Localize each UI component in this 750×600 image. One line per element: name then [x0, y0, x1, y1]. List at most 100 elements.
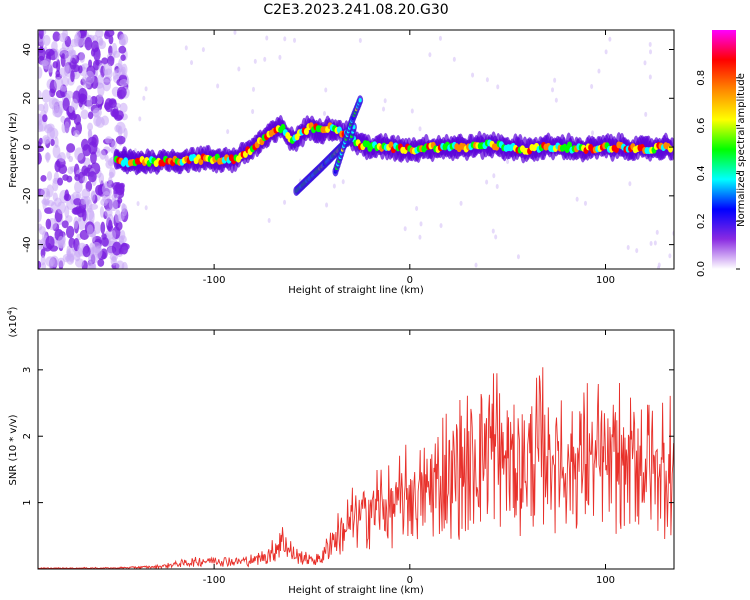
noise-blob — [648, 74, 652, 80]
noise-blob — [418, 234, 422, 240]
noise-blob — [604, 49, 608, 55]
noise-blob — [115, 260, 125, 269]
spectrogram-blobs — [38, 30, 674, 269]
noise-blob — [84, 37, 93, 51]
noise-blob — [419, 221, 423, 227]
noise-blob — [50, 138, 55, 147]
colorbar-gradient — [712, 30, 736, 269]
svg-text:(x104): (x104) — [6, 306, 19, 337]
noise-blob — [263, 56, 267, 62]
noise-blob — [46, 171, 53, 181]
snr-x-ticks: -100 0 100 — [203, 330, 615, 586]
noise-blob — [59, 47, 68, 56]
noise-blob — [655, 229, 659, 235]
noise-blob — [56, 201, 66, 215]
noise-blob — [216, 83, 220, 89]
y-tick-label: 20 — [22, 92, 33, 105]
noise-blob — [61, 220, 69, 229]
noise-blob — [107, 55, 115, 67]
snr-marks — [38, 367, 674, 569]
noise-blob — [38, 223, 43, 231]
noise-blob — [40, 187, 51, 198]
noise-blob — [88, 252, 96, 264]
noise-blob — [657, 262, 661, 268]
noise-blob — [98, 172, 105, 185]
noise-blob — [267, 217, 271, 223]
noise-blob — [108, 171, 114, 178]
branch-core — [358, 98, 362, 103]
noise-blob — [322, 111, 326, 117]
ridge-core — [567, 141, 573, 149]
noise-blob — [52, 31, 61, 42]
noise-blob — [42, 34, 51, 46]
noise-blob — [551, 87, 555, 93]
noise-blob — [119, 102, 128, 113]
noise-blob — [516, 254, 520, 260]
noise-blob — [74, 258, 85, 268]
y-tick-label: -40 — [22, 236, 33, 252]
noise-blob — [101, 237, 109, 247]
noise-blob — [120, 54, 126, 62]
noise-blob — [45, 48, 55, 57]
noise-blob — [91, 40, 100, 53]
noise-blob — [101, 183, 112, 196]
noise-blob — [38, 113, 43, 126]
noise-blob — [62, 174, 69, 181]
noise-blob — [283, 36, 287, 42]
noise-blob — [428, 52, 432, 58]
spectrogram-frame — [37, 29, 675, 270]
noise-blob — [649, 240, 653, 246]
noise-blob — [111, 241, 122, 256]
noise-blob — [253, 58, 257, 64]
noise-blob — [118, 45, 127, 54]
noise-blob — [79, 52, 86, 63]
noise-blob — [72, 207, 80, 215]
noise-blob — [120, 242, 129, 255]
noise-blob — [226, 129, 230, 135]
noise-blob — [438, 35, 442, 41]
noise-blob — [117, 125, 123, 137]
noise-blob — [86, 95, 93, 109]
noise-blob — [459, 200, 463, 206]
snr-panel: -100 0 100 1 2 3 Height of straight line (km… — [6, 306, 675, 596]
noise-blob — [643, 60, 647, 66]
colorbar-tick-label: 0.2 — [696, 213, 707, 229]
noise-blob — [644, 111, 648, 117]
spectrogram-x-label: Height of straight line (km) — [288, 285, 424, 296]
noise-blob — [190, 60, 194, 66]
noise-blob — [58, 239, 66, 249]
noise-blob — [87, 171, 97, 183]
noise-blob — [144, 86, 148, 92]
noise-blob — [42, 58, 52, 70]
spectrogram-marks — [38, 30, 674, 269]
noise-blob — [590, 84, 594, 90]
noise-blob — [278, 54, 282, 60]
noise-blob — [111, 193, 119, 200]
noise-blob — [485, 179, 489, 185]
noise-blob — [52, 108, 63, 118]
noise-blob — [88, 141, 98, 155]
noise-blob — [38, 145, 45, 153]
noise-blob — [104, 154, 109, 162]
snr-y-multiplier-exp: 4 — [6, 310, 14, 315]
spectrogram-panel: -100 0 100 -40 -20 0 20 40 Height of straight … — [8, 29, 675, 296]
snr-y-multiplier-base: (x10 — [8, 315, 19, 338]
noise-blob — [64, 51, 73, 63]
noise-blob — [251, 109, 255, 115]
noise-blob — [65, 225, 75, 239]
noise-blob — [403, 226, 407, 232]
noise-blob — [41, 198, 51, 205]
noise-blob — [115, 110, 124, 121]
noise-blob — [114, 209, 121, 224]
x-tick-label: 100 — [596, 275, 615, 286]
y-tick-label: 40 — [22, 43, 33, 56]
noise-blob — [383, 98, 387, 104]
y-tick-label: 2 — [22, 433, 33, 439]
noise-blob — [77, 65, 83, 74]
noise-blob — [57, 177, 64, 186]
noise-blob — [41, 89, 51, 103]
noise-blob — [97, 40, 106, 50]
noise-blob — [90, 151, 97, 165]
x-tick-label: -100 — [203, 275, 226, 286]
noise-blob — [114, 68, 121, 77]
